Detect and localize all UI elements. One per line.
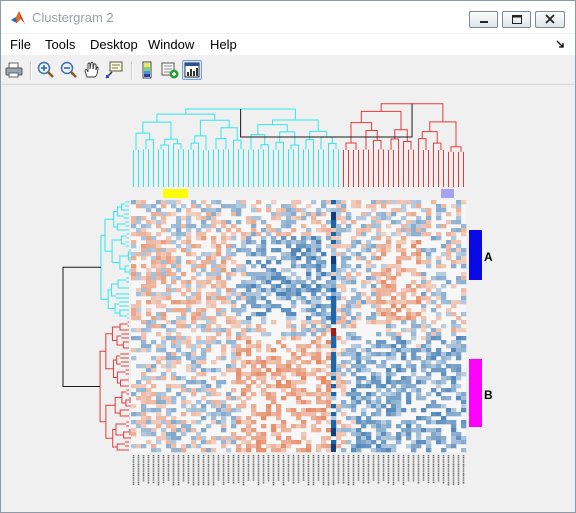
- clustergram-plot[interactable]: A B: [8, 87, 567, 505]
- toolbar: [1, 57, 575, 85]
- menu-file[interactable]: File: [10, 37, 31, 52]
- maximize-button[interactable]: [502, 11, 531, 28]
- print-button[interactable]: [4, 60, 24, 80]
- column-group-markers: [163, 189, 454, 198]
- column-labels: [132, 455, 465, 486]
- maximize-icon: [512, 15, 522, 24]
- colorbar-icon: [142, 61, 152, 79]
- zoom-out-icon: [60, 61, 77, 78]
- menu-desktop[interactable]: Desktop: [90, 37, 138, 52]
- matlab-logo-icon: [11, 11, 25, 24]
- show-figure-button[interactable]: [182, 60, 202, 80]
- heatmap[interactable]: [131, 200, 467, 453]
- data-cursor-icon: [105, 61, 123, 79]
- dock-arrow-icon[interactable]: [555, 39, 565, 49]
- row-group-markers: A B: [469, 230, 493, 427]
- row-group-a-label: A: [484, 250, 493, 264]
- row-group-a-bar[interactable]: [469, 230, 482, 280]
- menu-help[interactable]: Help: [210, 37, 237, 52]
- column-dendrogram: [133, 103, 464, 187]
- close-button[interactable]: [535, 11, 565, 28]
- menu-bar: File Tools Desktop Window Help: [1, 34, 575, 55]
- insert-dendrogram-button[interactable]: [160, 60, 180, 80]
- show-figure-icon: [184, 62, 200, 78]
- close-icon: [545, 14, 555, 24]
- pan-hand-icon: [84, 61, 99, 78]
- colorbar-button[interactable]: [137, 60, 157, 80]
- figure-canvas[interactable]: A B: [8, 87, 567, 505]
- zoom-in-icon: [37, 61, 54, 78]
- title-bar[interactable]: Clustergram 2: [1, 1, 575, 33]
- zoom-in-button[interactable]: [36, 60, 56, 80]
- insert-dendrogram-icon: [161, 62, 179, 79]
- minimize-icon: [480, 21, 488, 23]
- window-title: Clustergram 2: [32, 10, 114, 25]
- menu-tools[interactable]: Tools: [45, 37, 76, 52]
- zoom-out-button[interactable]: [59, 60, 79, 80]
- menu-window[interactable]: Window: [148, 37, 195, 52]
- print-icon: [5, 62, 23, 78]
- row-group-b-label: B: [484, 388, 493, 402]
- row-dendrogram: [62, 201, 136, 451]
- data-cursor-button[interactable]: [104, 60, 124, 80]
- minimize-button[interactable]: [469, 11, 498, 28]
- pan-button[interactable]: [81, 60, 101, 80]
- row-group-b-bar[interactable]: [469, 359, 482, 427]
